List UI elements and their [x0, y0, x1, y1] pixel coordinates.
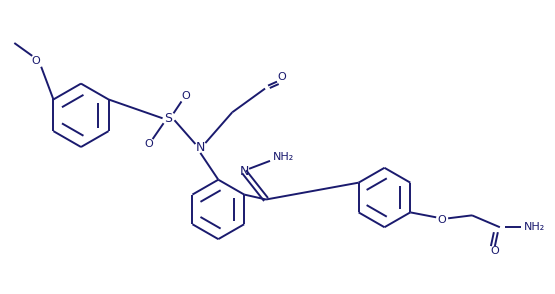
Text: N: N [196, 141, 205, 154]
Text: O: O [144, 139, 153, 149]
Text: N: N [239, 165, 249, 178]
Text: NH₂: NH₂ [273, 152, 295, 162]
Text: NH₂: NH₂ [524, 222, 546, 232]
Text: O: O [278, 72, 286, 82]
Text: S: S [164, 112, 173, 125]
Text: O: O [181, 91, 190, 101]
Text: O: O [32, 56, 41, 66]
Text: O: O [438, 215, 447, 225]
Text: O: O [491, 246, 500, 256]
